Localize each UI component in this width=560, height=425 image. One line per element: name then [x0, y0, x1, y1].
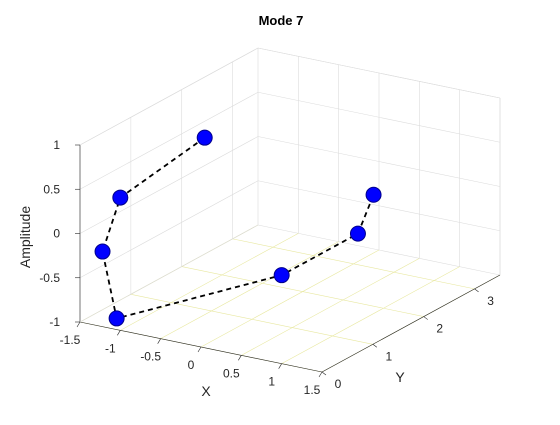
data-point	[196, 129, 213, 146]
z-tick-label: 1	[53, 138, 60, 152]
y-tick-label: 2	[436, 322, 443, 336]
x-axis-label: X	[201, 383, 211, 399]
grid-line	[200, 249, 380, 348]
chart-title: Mode 7	[259, 13, 304, 28]
x-tick-label: -1.5	[60, 333, 81, 347]
grid-line	[79, 180, 259, 279]
data-point	[112, 189, 129, 206]
z-tick-label: 0.5	[43, 182, 60, 196]
z-axis-label: Amplitude	[17, 206, 33, 268]
x-tick-mark	[197, 346, 202, 353]
x-tick-label: -0.5	[140, 350, 161, 364]
top-edge	[79, 47, 259, 146]
x-tick-label: 0.5	[223, 366, 240, 380]
z-tick-label: -1	[49, 315, 60, 329]
x-tick-label: 1.5	[304, 383, 321, 397]
grid-line	[79, 91, 259, 190]
y-axis-line	[321, 274, 501, 373]
y-tick-label: 3	[487, 294, 494, 308]
y-tick-label: 0	[335, 377, 342, 391]
grid-line	[257, 136, 501, 187]
floor-edge	[79, 224, 259, 323]
grid-line	[232, 238, 475, 290]
top-edge	[257, 47, 501, 99]
y-axis-label: Y	[395, 369, 405, 385]
y-tick-mark	[372, 344, 378, 348]
x-tick-label: 1	[268, 375, 275, 389]
grid-line	[241, 258, 420, 356]
x-tick-mark	[157, 338, 161, 344]
grid-line	[181, 266, 424, 317]
x-tick-mark	[117, 330, 121, 336]
x-tick-mark	[318, 371, 323, 378]
x-tick-mark	[278, 363, 282, 369]
data-point	[108, 310, 125, 327]
y-tick-mark	[423, 316, 428, 320]
y-tick-label: 1	[386, 349, 393, 363]
z-tick-label: -0.5	[39, 271, 60, 285]
grid-line	[281, 266, 460, 364]
series-layer	[94, 129, 382, 327]
data-point	[365, 186, 382, 203]
x-tick-mark	[76, 321, 81, 328]
grid-line	[160, 241, 339, 339]
data-point	[94, 243, 111, 260]
data-point	[273, 267, 290, 284]
grid-line	[79, 136, 259, 234]
y-tick-mark	[321, 371, 327, 376]
grid-line	[120, 233, 299, 331]
series-line	[101, 136, 375, 320]
data-point	[349, 225, 366, 242]
x-tick-label: 0	[188, 358, 195, 372]
x-tick-label: -1	[105, 341, 116, 355]
z-tick-label: 0	[53, 227, 60, 241]
x-tick-mark	[238, 355, 242, 361]
grid-line	[130, 293, 373, 345]
grid-line	[257, 91, 501, 143]
y-tick-mark	[474, 288, 479, 293]
grid-line	[257, 180, 501, 232]
